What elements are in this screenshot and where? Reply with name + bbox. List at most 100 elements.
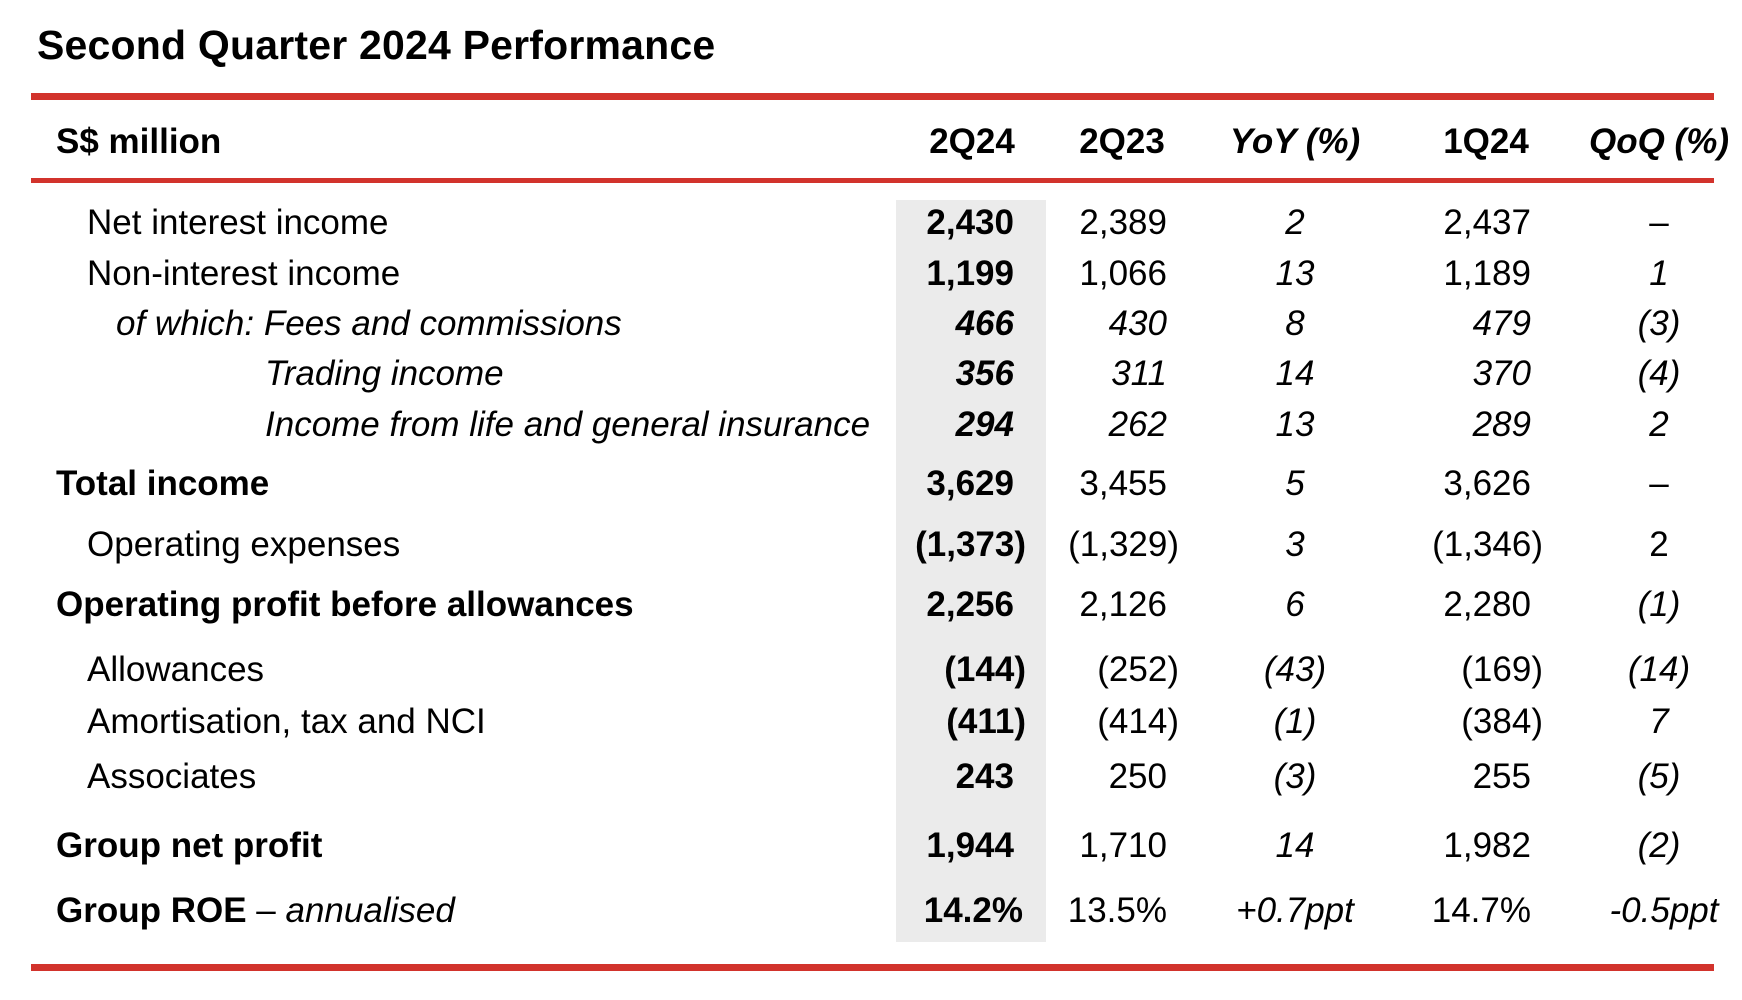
value-2q24: 356 [955,354,1014,393]
value-2q23: (414) [1097,702,1179,741]
value-2q24: (144) [944,650,1026,689]
page-title: Second Quarter 2024 Performance [37,22,716,68]
value-1q24: 14.7% [1431,891,1531,930]
value-qoq: 2 [1649,525,1669,564]
row-label: Net interest income [87,203,389,242]
row-label: Operating profit before allowances [56,585,634,624]
current-quarter-highlight [896,200,1046,942]
row-label: of which: Fees and commissions [116,304,622,343]
value-2q23: 3,455 [1079,464,1167,503]
value-qoq: -0.5ppt [1609,891,1719,930]
row-label: Operating expenses [87,525,401,564]
table-row: Operating expenses (1,373) (1,329) 3 (1,… [0,525,1742,575]
table-row: Trading income 356 311 14 370 (4) [0,354,1742,404]
value-2q23: 262 [1108,405,1167,444]
value-qoq: 1 [1649,254,1669,293]
value-1q24: 289 [1472,405,1531,444]
value-1q24: 1,189 [1443,254,1531,293]
table-row: Group ROE – annualised 14.2% 13.5% +0.7p… [0,891,1742,941]
value-2q24: 466 [955,304,1014,343]
value-1q24: 2,280 [1443,585,1531,624]
header-2q24: 2Q24 [929,122,1015,161]
row-label: Group net profit [56,826,323,865]
table-row: Amortisation, tax and NCI (411) (414) (1… [0,702,1742,752]
value-yoy: 14 [1275,354,1315,393]
value-2q24: 2,430 [926,203,1014,242]
row-label-main: Group ROE [56,891,247,930]
value-2q24: 243 [955,757,1014,796]
value-1q24: (1,346) [1432,525,1543,564]
value-2q23: 311 [1111,354,1167,393]
value-2q23: (252) [1097,650,1179,689]
value-qoq: (5) [1637,757,1681,796]
value-yoy: 2 [1285,203,1305,242]
value-1q24: 1,982 [1443,826,1531,865]
value-qoq: – [1649,203,1669,242]
row-label: Group ROE – annualised [56,891,455,931]
row-label: Amortisation, tax and NCI [87,702,486,741]
table-row: Group net profit 1,944 1,710 14 1,982 (2… [0,826,1742,876]
value-2q23: 250 [1108,757,1167,796]
value-2q24: 3,629 [926,464,1014,503]
value-qoq: (4) [1637,354,1681,393]
table-row: Associates 243 250 (3) 255 (5) [0,757,1742,807]
header-rule [31,178,1714,183]
value-2q24: (411) [946,702,1026,741]
value-2q23: 430 [1108,304,1167,343]
value-2q24: 1,199 [926,254,1014,293]
value-2q23: 2,389 [1079,203,1167,242]
value-2q23: 1,710 [1079,826,1167,865]
row-label: Total income [56,464,270,503]
row-label-dash: – [246,891,286,930]
value-yoy: 14 [1275,826,1315,865]
header-yoy: YoY (%) [1229,122,1361,161]
value-yoy: 13 [1275,405,1315,444]
value-yoy: (3) [1273,757,1317,796]
table-row: of which: Fees and commissions 466 430 8… [0,304,1742,354]
value-yoy: +0.7ppt [1236,891,1354,930]
table-row: Operating profit before allowances 2,256… [0,585,1742,635]
value-qoq: (2) [1637,826,1681,865]
value-yoy: (43) [1263,650,1327,689]
bottom-rule [31,964,1714,971]
header-1q24: 1Q24 [1443,122,1529,161]
value-2q23: 1,066 [1079,254,1167,293]
row-label-qualifier: annualised [285,891,455,930]
value-yoy: 3 [1285,525,1305,564]
row-label: Associates [87,757,257,796]
header-label: S$ million [56,122,222,161]
value-1q24: 370 [1472,354,1531,393]
top-rule [31,93,1714,100]
value-2q24: 14.2% [923,891,1023,930]
value-2q24: 294 [955,405,1014,444]
header-2q23: 2Q23 [1079,122,1165,161]
value-2q23: (1,329) [1068,525,1179,564]
table-header: S$ million 2Q24 2Q23 YoY (%) 1Q24 QoQ (%… [0,122,1742,172]
table-row: Net interest income 2,430 2,389 2 2,437 … [0,203,1742,253]
row-label: Income from life and general insurance [265,405,871,444]
value-yoy: 6 [1285,585,1305,624]
value-2q23: 13.5% [1067,891,1167,930]
value-2q24: 2,256 [926,585,1014,624]
row-label: Non-interest income [87,254,401,293]
table-row: Non-interest income 1,199 1,066 13 1,189… [0,254,1742,304]
value-1q24: (384) [1461,702,1543,741]
value-qoq: 2 [1649,405,1669,444]
value-1q24: 255 [1472,757,1531,796]
value-qoq: 7 [1649,702,1669,741]
row-label: Allowances [87,650,265,689]
value-yoy: 13 [1275,254,1315,293]
value-qoq: (1) [1637,585,1681,624]
value-1q24: 2,437 [1443,203,1531,242]
value-2q23: 2,126 [1079,585,1167,624]
row-label: Trading income [265,354,504,393]
table-row: Allowances (144) (252) (43) (169) (14) [0,650,1742,700]
value-yoy: (1) [1273,702,1317,741]
value-1q24: (169) [1461,650,1543,689]
table-row: Income from life and general insurance 2… [0,405,1742,455]
header-qoq: QoQ (%) [1589,122,1729,161]
value-1q24: 3,626 [1443,464,1531,503]
value-2q24: 1,944 [926,826,1014,865]
value-qoq: (14) [1627,650,1691,689]
